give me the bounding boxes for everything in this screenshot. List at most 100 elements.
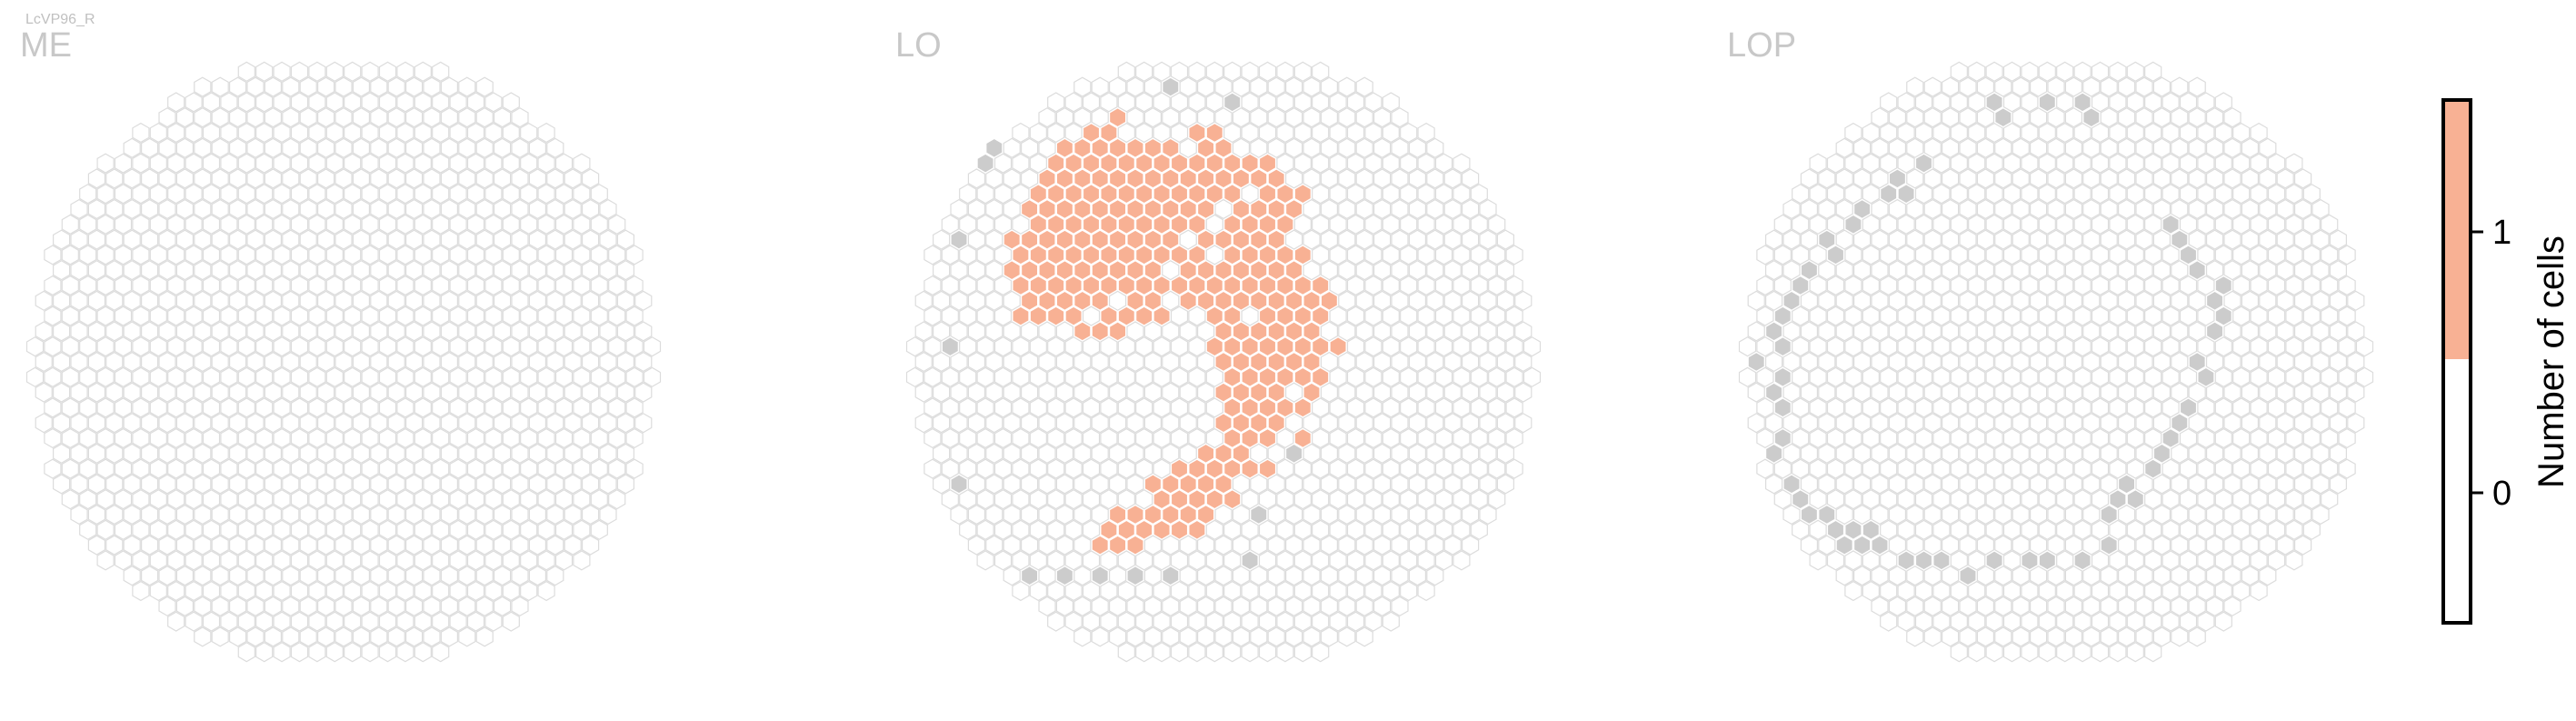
hex-cell-empty	[1738, 336, 1757, 357]
hex-cell-empty	[158, 535, 176, 556]
hex-cell-empty	[299, 260, 317, 281]
hex-cell-empty	[1038, 413, 1056, 434]
hex-cell-empty	[2029, 260, 2048, 281]
hex-cell-empty	[1914, 184, 1933, 205]
hex-cell-empty	[625, 427, 644, 449]
hex-cell-empty	[2197, 275, 2215, 296]
hex-cell-outside	[1773, 397, 1792, 418]
hex-cell-outside	[2100, 504, 2118, 526]
hex-cell-empty	[466, 489, 485, 510]
hex-cell-empty	[2338, 245, 2356, 265]
hex-cell-empty	[475, 198, 494, 220]
hex-cell-filled	[1250, 351, 1268, 373]
hex-cell-filled	[1276, 366, 1294, 387]
hex-cell-empty	[1241, 580, 1259, 602]
hex-cell-empty	[2197, 153, 2215, 174]
hex-cell-empty	[2073, 458, 2092, 479]
hex-cell-empty	[1941, 321, 1960, 342]
hex-cell-empty	[370, 229, 388, 250]
hex-cell-empty	[325, 519, 344, 540]
hex-cell-empty	[2021, 642, 2039, 663]
hex-cell-empty	[387, 76, 405, 97]
hex-cell-empty	[2047, 168, 2065, 189]
hex-cell-empty	[2126, 366, 2144, 387]
hex-cell-filled	[1003, 260, 1021, 281]
hex-cell-empty	[1188, 397, 1206, 418]
hex-cell-empty	[1108, 413, 1127, 434]
hex-cell-empty	[933, 382, 951, 403]
hex-cell-empty	[1400, 214, 1418, 235]
hex-cell-empty	[149, 245, 167, 265]
hex-cell-empty	[2109, 458, 2127, 479]
hex-cell-empty	[194, 626, 212, 647]
hex-cell-empty	[370, 137, 388, 158]
hex-cell-empty	[2047, 137, 2065, 158]
hex-cell-empty	[352, 229, 371, 250]
hex-cell-empty	[414, 366, 432, 387]
hex-cell-empty	[1950, 397, 1968, 418]
hex-cell-empty	[2241, 260, 2260, 281]
hex-cell-empty	[1818, 290, 1836, 311]
hex-cell-empty	[1382, 427, 1400, 449]
hex-cell-filled	[1064, 245, 1083, 265]
hex-cell-empty	[1126, 443, 1144, 464]
hex-cell-filled	[1064, 214, 1083, 235]
hex-cell-empty	[220, 550, 238, 571]
hex-cell-empty	[228, 107, 247, 128]
hex-cell-empty	[1117, 61, 1135, 82]
hex-cell-empty	[2144, 611, 2162, 632]
hex-cell-empty	[1818, 260, 1836, 281]
hex-cell-filled	[1143, 260, 1163, 281]
hex-cell-empty	[70, 413, 88, 434]
hex-cell-empty	[194, 351, 212, 373]
hex-cell-empty	[273, 61, 291, 82]
hex-cell-empty	[273, 336, 291, 357]
hex-cell-empty	[308, 458, 326, 479]
hex-cell-empty	[423, 596, 441, 616]
hex-cell-empty	[933, 229, 951, 250]
hex-cell-empty	[70, 198, 88, 220]
hex-cell-empty	[2162, 305, 2180, 326]
hex-cell-empty	[2117, 290, 2136, 311]
hex-cell-empty	[2109, 245, 2127, 265]
hex-cell-empty	[1303, 260, 1321, 281]
hex-cell-empty	[2109, 275, 2127, 296]
hex-cell-empty	[432, 184, 450, 205]
hex-cell-empty	[2241, 443, 2260, 464]
hex-cell-empty	[114, 153, 133, 174]
hex-cell-empty	[290, 153, 309, 174]
hex-cell-empty	[1862, 550, 1880, 571]
hex-cell-empty	[158, 107, 176, 128]
hex-cell-empty	[1170, 122, 1189, 144]
hex-cell-empty	[246, 443, 265, 464]
hex-cell-filled	[1196, 229, 1215, 250]
hex-cell-empty	[1320, 137, 1339, 158]
hex-cell-empty	[2117, 198, 2136, 220]
hex-cell-empty	[2144, 122, 2162, 144]
hex-cell-empty	[378, 153, 397, 174]
hex-cell-empty	[414, 245, 432, 265]
hex-cell-empty	[1205, 397, 1223, 418]
hex-cell-empty	[282, 382, 300, 403]
hex-cell-empty	[484, 611, 503, 632]
hex-cell-empty	[484, 458, 503, 479]
hex-cell-empty	[2082, 76, 2101, 97]
hex-cell-empty	[404, 76, 424, 97]
hex-cell-empty	[167, 397, 185, 418]
hex-cell-empty	[1880, 214, 1898, 235]
hex-cell-empty	[1303, 168, 1321, 189]
hex-cell-empty	[2259, 566, 2277, 586]
hex-cell-empty	[255, 245, 274, 265]
hex-cell-empty	[2259, 321, 2277, 342]
hex-cell-outside	[2188, 351, 2206, 373]
hex-cell-empty	[1941, 76, 1960, 97]
hex-cell-empty	[237, 489, 255, 510]
hex-cell-empty	[1082, 397, 1101, 418]
hex-cell-filled	[1135, 305, 1153, 326]
hex-cell-filled	[1170, 519, 1189, 540]
hex-cell-empty	[1303, 626, 1321, 647]
hex-cell-empty	[378, 397, 397, 418]
hex-cell-empty	[158, 290, 176, 311]
hex-cell-empty	[70, 260, 88, 281]
hex-cell-empty	[264, 596, 283, 616]
